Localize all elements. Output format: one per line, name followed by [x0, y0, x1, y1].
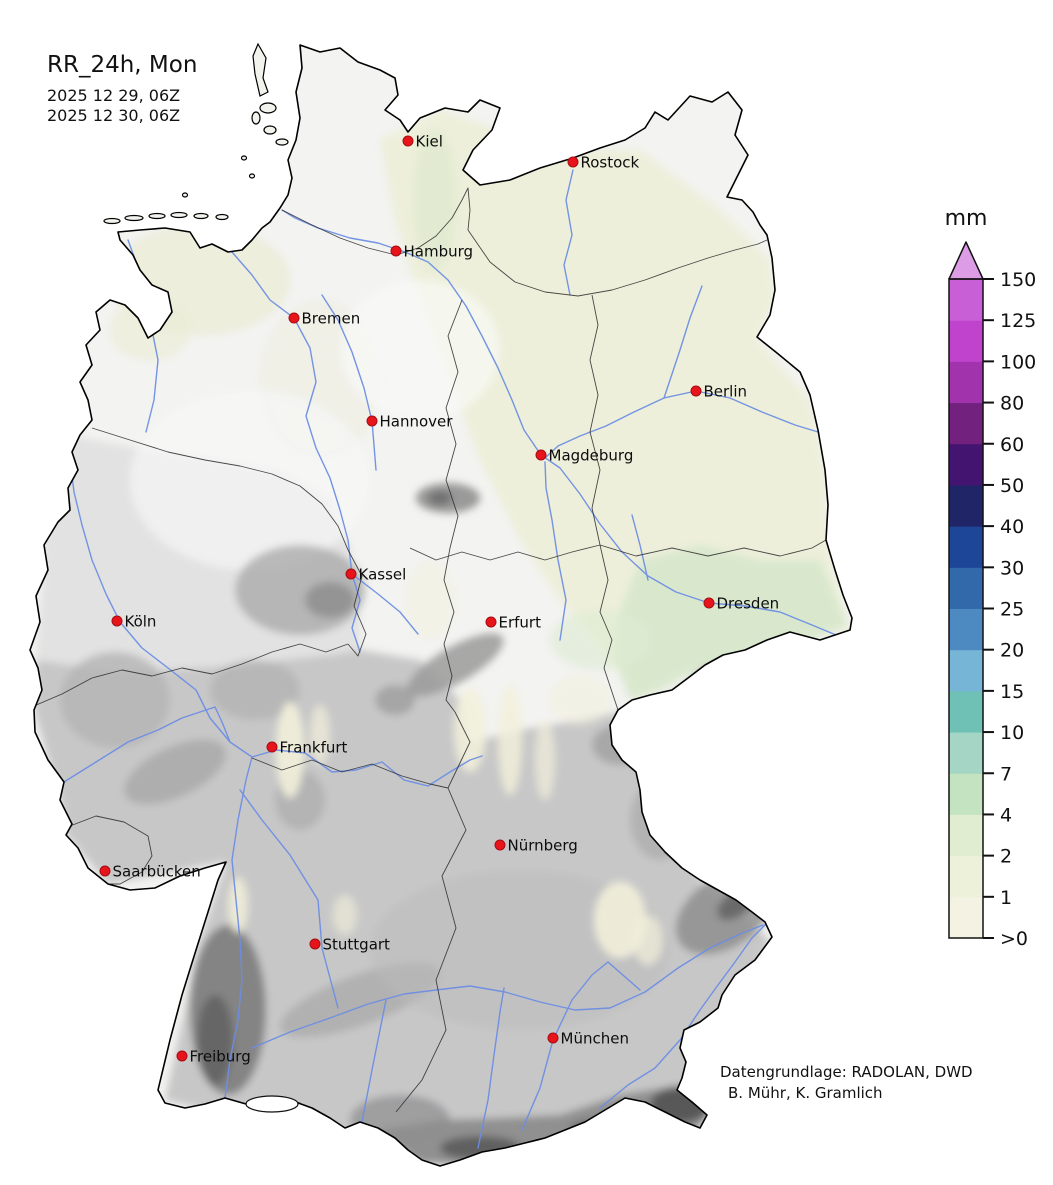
colorbar-segment-50-60: [949, 444, 983, 486]
island-langeoog: [171, 213, 187, 218]
colorbar-segment-30-40: [949, 526, 983, 568]
city-label-nürnberg: Nürnberg: [508, 837, 578, 855]
islet-2: [250, 174, 255, 178]
city-dot-freiburg: [177, 1051, 187, 1061]
date-range: 2025 12 29, 06Z 2025 12 30, 06Z: [47, 86, 197, 126]
city-dot-münchen: [548, 1033, 558, 1043]
island-foehr: [260, 103, 276, 113]
colorbar-segment-125-150: [949, 279, 983, 321]
city-dot-saarbücken: [100, 866, 110, 876]
attribution: Datengrundlage: RADOLAN, DWD B. Mühr, K.…: [720, 1062, 973, 1104]
city-dot-hannover: [367, 416, 377, 426]
colorbar-segment-7-10: [949, 732, 983, 774]
map-title: RR_24h, Mon: [47, 52, 197, 78]
precipitation-colorbar: >0 1 2 4 7 10 15 20 25 30 40 50 60 80 100 125 150: [942, 236, 1052, 956]
islet-1: [242, 156, 247, 160]
colorbar-segment-10-15: [949, 691, 983, 733]
germany-precipitation-map: Kiel Rostock Hamburg Bremen Berlin Hannover Ma…: [0, 0, 1053, 1185]
colorbar-segment-2-4: [949, 814, 983, 856]
city-dot-nürnberg: [495, 840, 505, 850]
city-dot-berlin: [691, 386, 701, 396]
colorbar-tick-label-7: 7: [1000, 763, 1012, 785]
city-dot-erfurt: [486, 617, 496, 627]
city-dot-rostock: [568, 157, 578, 167]
island-amrum: [252, 112, 260, 124]
colorbar-segment->0-1: [949, 897, 983, 939]
city-label-stuttgart: Stuttgart: [323, 936, 391, 954]
city-label-hamburg: Hamburg: [404, 243, 474, 261]
colorbar-tick-label-125: 125: [1000, 310, 1036, 332]
city-label-kiel: Kiel: [416, 133, 443, 151]
city-dot-hamburg: [391, 246, 401, 256]
title-block: RR_24h, Mon 2025 12 29, 06Z 2025 12 30, …: [47, 52, 197, 126]
city-label-hannover: Hannover: [380, 413, 454, 431]
colorbar-tick-label-40: 40: [1000, 516, 1024, 538]
city-dot-kassel: [346, 569, 356, 579]
colorbar-segment-20-25: [949, 609, 983, 651]
colorbar-tick-label-2: 2: [1000, 846, 1012, 868]
colorbar-segment-80-100: [949, 361, 983, 403]
city-label-bremen: Bremen: [302, 310, 361, 328]
city-dot-bremen: [289, 313, 299, 323]
city-label-köln: Köln: [125, 613, 157, 631]
colorbar-tick-label-4: 4: [1000, 804, 1012, 826]
city-dot-köln: [112, 616, 122, 626]
colorbar-segment-100-125: [949, 320, 983, 362]
colorbar-tick-label-100: 100: [1000, 351, 1036, 373]
city-label-kassel: Kassel: [359, 566, 407, 584]
colorbar-overflow-arrow: [949, 242, 983, 279]
island-helgoland: [183, 193, 188, 197]
city-label-rostock: Rostock: [581, 154, 640, 172]
colorbar-tick-label-50: 50: [1000, 475, 1024, 497]
city-label-saarbücken: Saarbücken: [113, 863, 201, 881]
colorbar-unit-label: mm: [942, 206, 990, 231]
island-borkum: [104, 219, 120, 224]
colorbar-tick-label->0: >0: [1000, 928, 1028, 950]
island-sylt: [253, 44, 268, 96]
colorbar-segment-40-50: [949, 485, 983, 527]
island-spiekeroog: [194, 214, 208, 219]
colorbar-segment-25-30: [949, 567, 983, 609]
date-end: 2025 12 30, 06Z: [47, 106, 197, 126]
city-dot-stuttgart: [310, 939, 320, 949]
colorbar-tick-label-1: 1: [1000, 887, 1012, 909]
city-label-münchen: München: [561, 1030, 629, 1048]
colorbar-segment-1-2: [949, 856, 983, 898]
colorbar-tick-label-30: 30: [1000, 557, 1024, 579]
city-dot-dresden: [704, 598, 714, 608]
colorbar-tick-label-10: 10: [1000, 722, 1024, 744]
city-dot-magdeburg: [536, 450, 546, 460]
city-label-frankfurt: Frankfurt: [280, 739, 348, 757]
colorbar-tick-label-25: 25: [1000, 599, 1024, 621]
colorbar-tick-label-15: 15: [1000, 681, 1024, 703]
weather-map-page: Kiel Rostock Hamburg Bremen Berlin Hannover Ma…: [0, 0, 1053, 1185]
colorbar-tick-label-80: 80: [1000, 393, 1024, 415]
date-start: 2025 12 29, 06Z: [47, 86, 197, 106]
lake-constance: [246, 1096, 298, 1112]
attribution-source: Datengrundlage: RADOLAN, DWD: [720, 1062, 973, 1083]
city-dot-frankfurt: [267, 742, 277, 752]
island-juist: [125, 216, 143, 221]
colorbar-tick-label-150: 150: [1000, 269, 1036, 291]
island-pellworm: [264, 126, 276, 134]
colorbar-segment-60-80: [949, 403, 983, 445]
attribution-authors: B. Mühr, K. Gramlich: [720, 1083, 973, 1104]
city-label-magdeburg: Magdeburg: [549, 447, 634, 465]
city-label-erfurt: Erfurt: [499, 614, 542, 632]
city-label-dresden: Dresden: [717, 595, 780, 613]
colorbar-tick-label-60: 60: [1000, 434, 1024, 456]
city-label-freiburg: Freiburg: [190, 1048, 251, 1066]
colorbar-segment-4-7: [949, 773, 983, 815]
island-norderney: [149, 214, 165, 219]
colorbar-tick-label-20: 20: [1000, 640, 1024, 662]
island-wangerooge: [216, 215, 228, 220]
city-label-berlin: Berlin: [704, 383, 748, 401]
city-dot-kiel: [403, 136, 413, 146]
colorbar-segment-15-20: [949, 650, 983, 692]
island-nordstrand: [276, 139, 288, 145]
precipitation-shading: [0, 0, 1053, 1185]
